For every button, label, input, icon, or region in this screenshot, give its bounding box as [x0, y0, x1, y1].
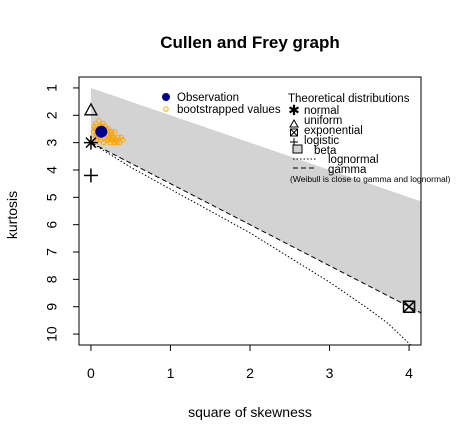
legend-observation-label: Observation [177, 92, 239, 104]
legend-observation: Observation bootstrapped values [162, 92, 281, 116]
gamma-line [90, 142, 421, 314]
y-tick-label: 1 [44, 84, 60, 92]
y-tick-label: 9 [44, 303, 60, 311]
bootstrap-point [96, 118, 102, 124]
x-tick-label: 0 [87, 365, 95, 381]
bootstrap-point [112, 128, 118, 135]
normal-point [83, 135, 98, 150]
bootstrap-point [110, 137, 116, 143]
x-tick-label: 1 [167, 365, 175, 381]
bootstrap-point [100, 139, 107, 146]
exponential-point [402, 300, 416, 313]
chart-title: Cullen and Frey graph [160, 33, 339, 52]
bootstrap-point [113, 137, 120, 143]
bootstrap-point [114, 139, 120, 146]
legend-beta-label: beta [314, 145, 337, 157]
y-tick-label: 3 [44, 139, 60, 147]
y-tick-label: 7 [44, 248, 60, 256]
beta-region [90, 87, 421, 315]
plot-inner [83, 87, 421, 345]
y-tick-label: 2 [44, 111, 60, 119]
observation-point [95, 125, 108, 138]
bootstrap-point [120, 137, 126, 143]
bootstrap-point [104, 137, 110, 143]
x-tick-label: 2 [246, 365, 254, 381]
bootstrap-point [107, 134, 113, 140]
legend-exponential-label: exponential [304, 125, 363, 137]
y-tick-label: 8 [44, 275, 60, 283]
y-axis-label: kurtosis [4, 191, 20, 239]
bootstrap-point [93, 120, 99, 127]
plot-area [78, 76, 422, 346]
bootstrap-point [116, 139, 123, 146]
legend-normal-icon: ✱ [288, 103, 300, 119]
y-tick-label: 4 [44, 166, 60, 174]
uniform-point [83, 102, 99, 116]
x-axis-ticks: 0 1 2 3 4 [87, 345, 413, 381]
legend-theoretical-title: Theoretical distributions [288, 93, 410, 105]
y-tick-label: 10 [44, 326, 60, 342]
lognormal-line [90, 142, 412, 345]
y-tick-label: 6 [44, 221, 60, 229]
legend-weibull-note: (Weibull is close to gamma and lognormal… [290, 174, 451, 184]
legend-exponential-icon [290, 128, 298, 137]
legend-bootstrap-label: bootstrapped values [177, 104, 281, 116]
legend-normal-label: normal [304, 105, 339, 117]
legend-bootstrap-marker [163, 106, 169, 112]
y-tick-label: 5 [44, 193, 60, 201]
legend-observation-marker [162, 93, 170, 101]
legend-uniform-icon [289, 118, 299, 128]
bootstrap-point [118, 134, 124, 140]
legend-uniform-label: uniform [304, 115, 342, 127]
bootstrap-point [93, 134, 99, 140]
x-tick-label: 4 [405, 365, 413, 381]
bootstrap-point [91, 123, 97, 129]
x-tick-label: 3 [326, 365, 334, 381]
legend-logistic-label: logistic [304, 135, 339, 147]
y-axis-ticks: 1 2 3 4 5 6 7 8 9 10 [44, 84, 79, 342]
x-axis-label: square of skewness [188, 404, 312, 420]
legend-theoretical: Theoretical distributions ✱ normal unifo… [288, 93, 451, 184]
bootstrap-point [108, 128, 115, 135]
bootstrap-point [107, 139, 113, 146]
legend-beta-icon [292, 144, 303, 154]
bootstrap-point [97, 137, 104, 143]
legend-gamma-label: gamma [328, 164, 367, 176]
logistic-point [83, 168, 98, 183]
legend-lognormal-label: lognormal [328, 154, 379, 166]
bootstrap-point [110, 134, 116, 140]
